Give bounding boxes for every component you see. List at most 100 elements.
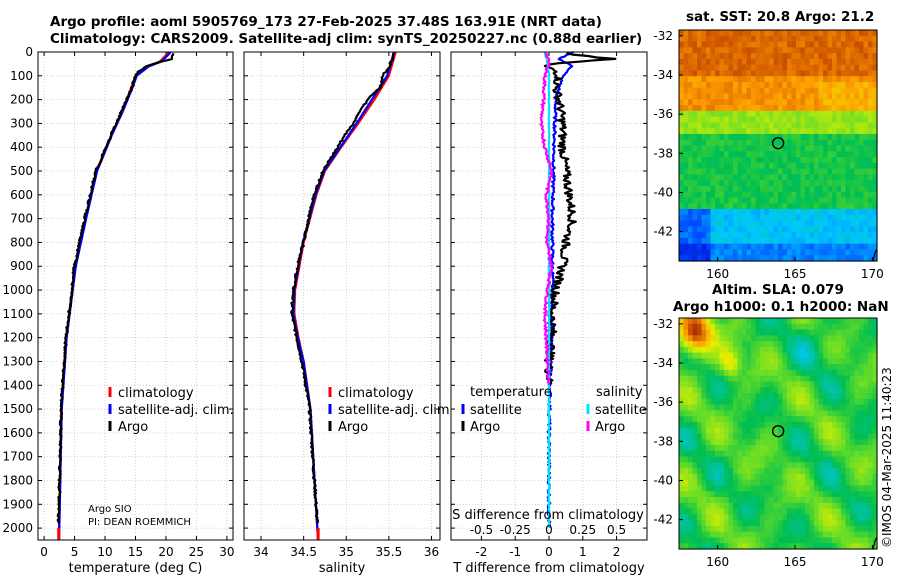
map-cell (697, 450, 703, 458)
map-cell (742, 450, 748, 458)
map-cell (818, 151, 824, 158)
map-cell (724, 70, 730, 77)
map-cell (854, 479, 860, 487)
map-cell (755, 220, 761, 227)
map-cell (679, 214, 685, 222)
map-cell (715, 346, 721, 354)
map-cell (755, 128, 761, 135)
map-cell (679, 197, 685, 204)
map-cell (800, 162, 806, 170)
map-cell (760, 323, 766, 331)
map-cell (751, 145, 757, 152)
map-cell (805, 473, 811, 481)
map-cell (728, 214, 734, 222)
map-cell (778, 122, 784, 129)
map-cell (814, 70, 820, 77)
map-cell (755, 249, 761, 256)
map-cell (778, 162, 784, 170)
map-cell (679, 427, 685, 435)
map-cell (755, 393, 761, 400)
map-cell (814, 387, 820, 394)
map-cell (764, 105, 770, 112)
map-cell (737, 220, 743, 227)
map-cell (679, 491, 685, 498)
map-cell (746, 197, 752, 204)
map-cell (683, 209, 689, 216)
map-cell (841, 220, 847, 227)
map-cell (832, 346, 838, 354)
map-cell (710, 110, 716, 118)
map-cell (679, 381, 685, 388)
map-cell (827, 255, 833, 262)
map-cell (688, 352, 694, 360)
map-cell (683, 341, 689, 348)
map-cell (827, 243, 833, 251)
map-cell (755, 329, 761, 336)
map-cell (872, 346, 878, 354)
map-cell (764, 128, 770, 135)
map-cell (796, 369, 802, 377)
plot-frame (243, 51, 441, 541)
map-cell (728, 346, 734, 354)
map-cell (742, 99, 748, 106)
map-cell (814, 105, 820, 112)
map-cell (818, 520, 824, 527)
map-cell (832, 30, 838, 37)
map-cell (845, 450, 851, 458)
map-cell (755, 387, 761, 394)
map-cell (773, 427, 779, 435)
map-cell (724, 318, 730, 325)
map-cell (706, 214, 712, 222)
map-cell (818, 255, 824, 262)
map-cell (832, 232, 838, 239)
map-cell (760, 525, 766, 533)
map-cell (841, 543, 847, 550)
map-cell (679, 122, 685, 129)
map-cell (800, 346, 806, 354)
map-cell (755, 502, 761, 510)
map-cell (746, 358, 752, 365)
map-cell (854, 209, 860, 216)
map-cell (679, 76, 685, 83)
map-cell (787, 214, 793, 222)
map-cell (805, 174, 811, 181)
map-cell (760, 491, 766, 498)
map-cell (809, 93, 815, 100)
map-cell (692, 479, 698, 487)
map-cell (827, 145, 833, 152)
map-cell (719, 462, 725, 469)
map-cell (733, 162, 739, 170)
map-cell (706, 191, 712, 199)
map-cell (751, 232, 757, 239)
map-cell (701, 416, 707, 423)
map-cell (706, 30, 712, 37)
map-cell (715, 220, 721, 227)
map-cell (845, 369, 851, 377)
map-cell (782, 491, 788, 498)
map-cell (872, 410, 878, 417)
map-cell (679, 341, 685, 348)
map-cell (827, 237, 833, 245)
map-cell (683, 387, 689, 394)
map-cell (832, 323, 838, 331)
map-cell (836, 35, 842, 43)
map-cell (859, 531, 865, 539)
map-cell (868, 58, 874, 66)
s-tick-label: -0.5 (470, 523, 493, 537)
map-cell (697, 209, 703, 216)
map-cell (692, 105, 698, 112)
map-cell (679, 375, 685, 383)
map-cell (809, 70, 815, 77)
map-cell (827, 203, 833, 210)
map-cell (742, 35, 748, 43)
map-cell (706, 133, 712, 141)
map-cell (773, 87, 779, 95)
map-cell (863, 58, 869, 66)
map-cell (764, 479, 770, 487)
map-cell (764, 323, 770, 331)
map-cell (818, 180, 824, 187)
map-cell (814, 398, 820, 406)
map-cell (683, 369, 689, 377)
map-cell (746, 433, 752, 440)
map-cell (796, 473, 802, 481)
